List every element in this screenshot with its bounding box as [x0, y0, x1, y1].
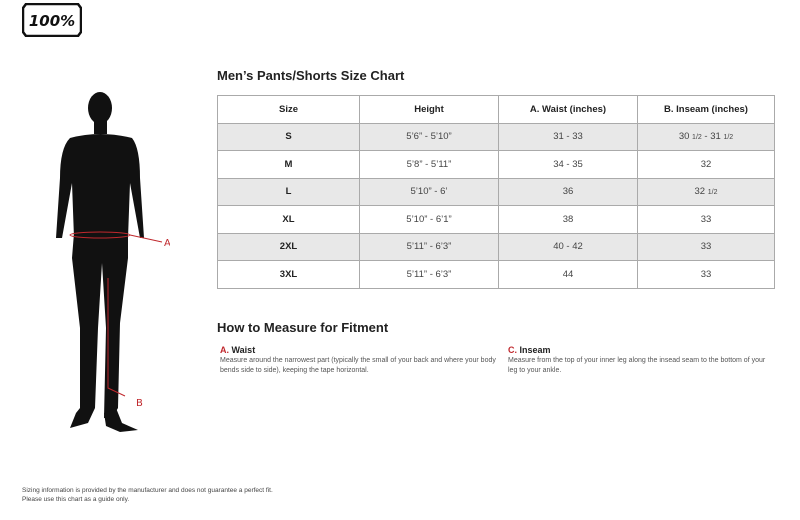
table-row: 2XL 5’11” - 6’3” 40 - 42 33	[217, 232, 775, 261]
inseam-cell: 33	[637, 205, 775, 234]
header-waist: A. Waist (inches)	[498, 95, 638, 124]
inseam-letter: C.	[508, 345, 517, 355]
header-inseam: B. Inseam (inches)	[637, 95, 775, 124]
inseam-heading: Inseam	[519, 345, 551, 355]
table-row: XL 5’10” - 6’1” 38 33	[217, 205, 775, 234]
table-row: 3XL 5’11” - 6’3” 44 33	[217, 260, 775, 289]
table-row: S 5’6” - 5’10” 31 - 33 30 1/2 - 31 1/2	[217, 122, 775, 151]
inseam-cell: 32	[637, 150, 775, 179]
waist-cell: 38	[498, 205, 638, 234]
height-cell: 5’11” - 6’3”	[359, 232, 499, 261]
table-row: M 5’8” - 5’11” 34 - 35 32	[217, 150, 775, 179]
brand-logo: 100%	[22, 3, 82, 37]
disclaimer: Sizing information is provided by the ma…	[22, 486, 273, 504]
disclaimer-line-1: Sizing information is provided by the ma…	[22, 487, 273, 494]
header-size: Size	[217, 95, 360, 124]
waist-instructions: A. Waist Measure around the narrowest pa…	[220, 345, 510, 376]
size-cell: L	[217, 177, 360, 206]
size-table: Size Height A. Waist (inches) B. Inseam …	[217, 95, 775, 289]
height-cell: 5’8” - 5’11”	[359, 150, 499, 179]
waist-cell: 31 - 33	[498, 122, 638, 151]
header-height: Height	[359, 95, 499, 124]
inseam-cell: 32 1/2	[637, 177, 775, 206]
waist-letter: A.	[220, 345, 229, 355]
height-cell: 5’11” - 6’3”	[359, 260, 499, 289]
waist-cell: 34 - 35	[498, 150, 638, 179]
svg-text:B: B	[136, 398, 143, 409]
table-header-row: Size Height A. Waist (inches) B. Inseam …	[217, 95, 775, 124]
svg-text:100%: 100%	[29, 12, 75, 30]
waist-heading: Waist	[231, 345, 256, 355]
inseam-cell: 33	[637, 232, 775, 261]
table-row: L 5’10” - 6’ 36 32 1/2	[217, 177, 775, 206]
size-cell: 2XL	[217, 232, 360, 261]
waist-text: Measure around the narrowest part (typic…	[220, 357, 496, 374]
height-cell: 5’10” - 6’	[359, 177, 499, 206]
inseam-instructions: C. Inseam Measure from the top of your i…	[508, 345, 773, 376]
size-cell: XL	[217, 205, 360, 234]
size-cell: 3XL	[217, 260, 360, 289]
height-cell: 5’10” - 6’1”	[359, 205, 499, 234]
waist-cell: 36	[498, 177, 638, 206]
measure-title: How to Measure for Fitment	[217, 320, 389, 335]
inseam-cell: 33	[637, 260, 775, 289]
size-cell: M	[217, 150, 360, 179]
size-cell: S	[217, 122, 360, 151]
svg-text:A: A	[164, 238, 170, 249]
disclaimer-line-2: Please use this chart as a guide only.	[22, 496, 130, 503]
waist-cell: 44	[498, 260, 638, 289]
height-cell: 5’6” - 5’10”	[359, 122, 499, 151]
body-silhouette: A B	[56, 92, 170, 432]
size-chart-title: Men’s Pants/Shorts Size Chart	[217, 68, 405, 83]
inseam-cell: 30 1/2 - 31 1/2	[637, 122, 775, 151]
waist-cell: 40 - 42	[498, 232, 638, 261]
inseam-text: Measure from the top of your inner leg a…	[508, 357, 766, 374]
